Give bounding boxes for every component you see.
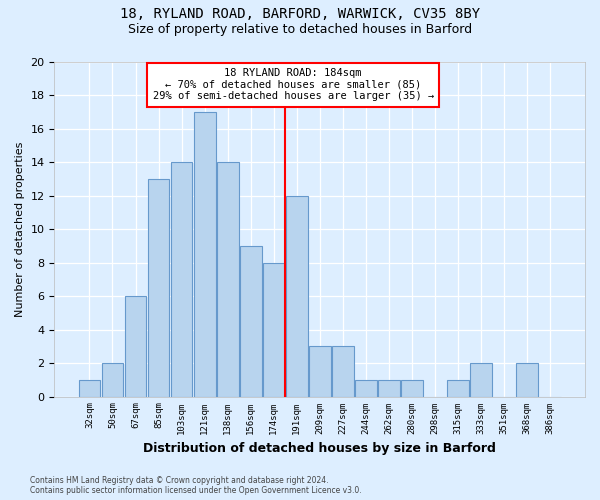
Text: 18 RYLAND ROAD: 184sqm
← 70% of detached houses are smaller (85)
29% of semi-det: 18 RYLAND ROAD: 184sqm ← 70% of detached… [152, 68, 434, 102]
Bar [263, 262, 284, 396]
Bar [401, 380, 423, 396]
Bar [332, 346, 353, 397]
Text: Contains HM Land Registry data © Crown copyright and database right 2024.
Contai: Contains HM Land Registry data © Crown c… [30, 476, 362, 495]
Bar [79, 380, 100, 396]
Text: Size of property relative to detached houses in Barford: Size of property relative to detached ho… [128, 22, 472, 36]
Bar [355, 380, 377, 396]
Y-axis label: Number of detached properties: Number of detached properties [15, 142, 25, 316]
Bar [309, 346, 331, 397]
Bar [239, 246, 262, 396]
X-axis label: Distribution of detached houses by size in Barford: Distribution of detached houses by size … [143, 442, 496, 455]
Text: 18, RYLAND ROAD, BARFORD, WARWICK, CV35 8BY: 18, RYLAND ROAD, BARFORD, WARWICK, CV35 … [120, 8, 480, 22]
Bar [194, 112, 215, 397]
Bar [101, 363, 124, 396]
Bar [125, 296, 146, 396]
Bar [170, 162, 193, 396]
Bar [470, 363, 492, 396]
Bar [447, 380, 469, 396]
Bar [516, 363, 538, 396]
Bar [148, 179, 169, 396]
Bar [217, 162, 239, 396]
Bar [378, 380, 400, 396]
Bar [286, 196, 308, 396]
